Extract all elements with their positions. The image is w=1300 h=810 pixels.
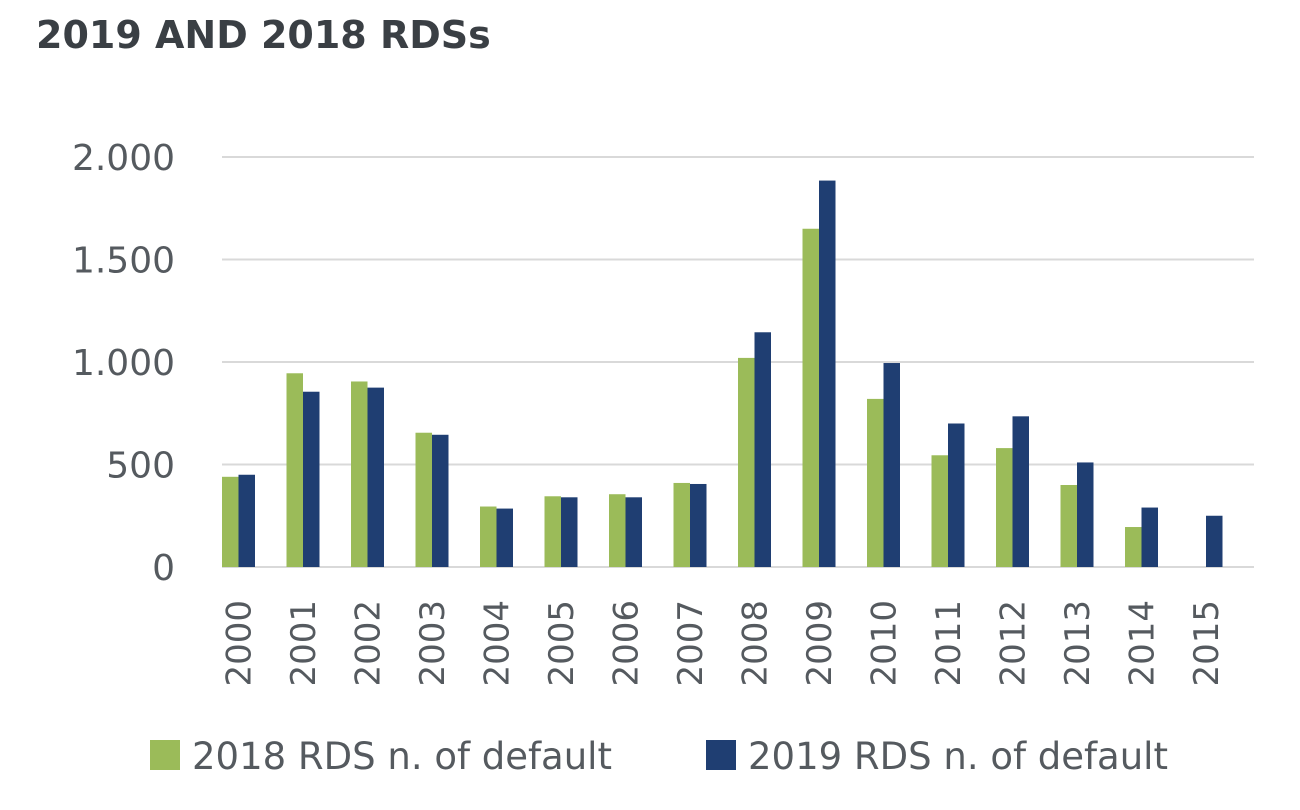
bar-2013-2018 — [1060, 485, 1077, 567]
bar-2008-2019 — [754, 332, 771, 567]
bar-2004-2019 — [496, 508, 513, 567]
y-tick-label: 1.000 — [72, 343, 175, 384]
y-tick-label: 500 — [106, 446, 175, 487]
bar-2002-2019 — [367, 387, 384, 567]
x-tick-label: 2009 — [800, 600, 840, 687]
x-tick-label: 2011 — [929, 600, 969, 687]
x-tick-label: 2003 — [413, 600, 453, 687]
x-tick-label: 2012 — [994, 600, 1034, 687]
legend-swatch-2019 — [706, 740, 736, 770]
bar-2010-2019 — [883, 363, 900, 567]
x-tick-label: 2004 — [478, 600, 518, 687]
bar-2008-2018 — [738, 357, 755, 567]
bar-2004-2018 — [480, 506, 497, 567]
bars — [222, 180, 1223, 567]
legend-swatch-2018 — [150, 740, 180, 770]
bar-2000-2019 — [238, 474, 255, 567]
bar-2006-2018 — [609, 494, 626, 567]
x-tick-label: 2014 — [1123, 600, 1163, 687]
legend-label-2018: 2018 RDS n. of default — [192, 735, 612, 778]
y-axis-ticks: 0 500 1.000 1.500 2.000 — [72, 138, 175, 589]
bar-2003-2019 — [432, 434, 449, 567]
x-tick-label: 2006 — [607, 600, 647, 687]
bar-2015-2019 — [1206, 515, 1223, 567]
bar-2005-2019 — [561, 497, 578, 567]
bar-2009-2018 — [802, 228, 819, 567]
x-tick-label: 2008 — [736, 600, 776, 687]
x-tick-label: 2013 — [1058, 600, 1098, 687]
x-tick-label: 2015 — [1187, 600, 1227, 687]
bar-2010-2018 — [867, 398, 884, 567]
bar-2001-2019 — [303, 391, 320, 567]
y-tick-label: 0 — [152, 548, 175, 589]
x-tick-label: 2005 — [542, 600, 582, 687]
x-tick-label: 2010 — [865, 600, 905, 687]
x-tick-label: 2007 — [671, 600, 711, 687]
x-axis-ticks: 2000 2001 2002 2003 2004 2005 2006 2007 2008 2009… — [220, 600, 1228, 687]
bar-2002-2018 — [351, 381, 368, 567]
x-tick-label: 2001 — [284, 600, 324, 687]
legend-label-2019: 2019 RDS n. of default — [748, 735, 1168, 778]
bar-2012-2018 — [996, 448, 1013, 567]
bar-2009-2019 — [819, 180, 836, 567]
bar-2014-2019 — [1141, 507, 1158, 567]
x-tick-label: 2002 — [349, 600, 389, 687]
bar-2013-2019 — [1077, 462, 1094, 567]
bar-2014-2018 — [1125, 527, 1142, 567]
bar-2001-2018 — [286, 373, 303, 567]
x-tick-label: 2000 — [220, 600, 260, 687]
bar-2012-2019 — [1012, 416, 1029, 567]
bar-2000-2018 — [222, 476, 239, 567]
bar-2005-2018 — [544, 496, 561, 567]
y-tick-label: 2.000 — [72, 138, 175, 179]
bar-2011-2018 — [931, 455, 948, 567]
y-tick-label: 1.500 — [72, 241, 175, 282]
bar-2003-2018 — [415, 432, 432, 567]
bar-2007-2019 — [690, 483, 707, 567]
legend: 2018 RDS n. of default 2019 RDS n. of de… — [150, 735, 1168, 778]
bar-2006-2019 — [625, 497, 642, 567]
bar-2011-2019 — [948, 423, 965, 567]
bar-2007-2018 — [673, 482, 690, 567]
chart-title: 2019 AND 2018 RDSs — [36, 13, 491, 57]
